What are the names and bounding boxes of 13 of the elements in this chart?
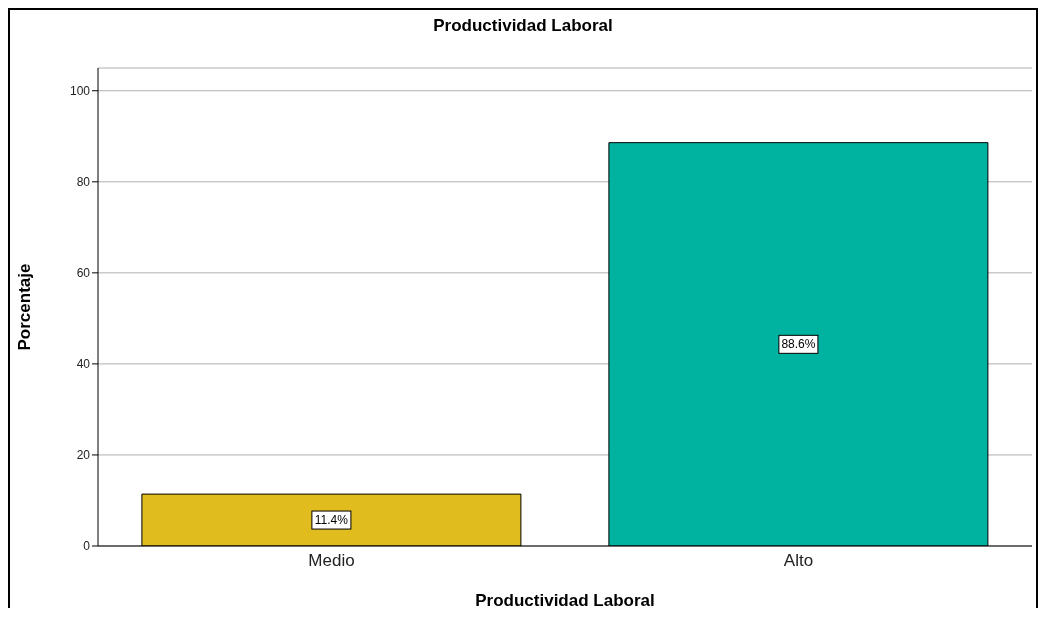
x-tick-label: Alto [783, 551, 814, 571]
y-tick-label: 20 [76, 448, 91, 463]
chart-title: Productividad Laboral [432, 16, 614, 36]
y-tick-label: 100 [69, 84, 91, 99]
data-label: 11.4% [314, 513, 349, 528]
y-tick-label: 0 [83, 539, 91, 554]
y-tick-label: 60 [76, 266, 91, 281]
y-tick-label: 40 [76, 357, 91, 372]
x-tick-label: Medio [308, 551, 355, 571]
y-tick-label: 80 [76, 175, 91, 190]
y-axis-title: Porcentaje [15, 263, 35, 351]
data-label: 88.6% [781, 337, 816, 352]
x-axis-title: Productividad Laboral [475, 591, 655, 610]
